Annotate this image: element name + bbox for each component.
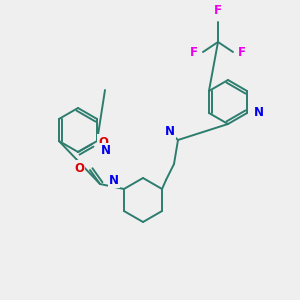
Text: O: O [98,136,108,148]
Text: F: F [214,4,222,17]
Text: N: N [109,174,119,187]
Text: N: N [254,106,264,119]
Text: N: N [165,125,175,138]
Text: F: F [190,46,198,59]
Text: O: O [74,161,84,175]
Text: F: F [238,46,246,59]
Text: N: N [101,144,111,157]
